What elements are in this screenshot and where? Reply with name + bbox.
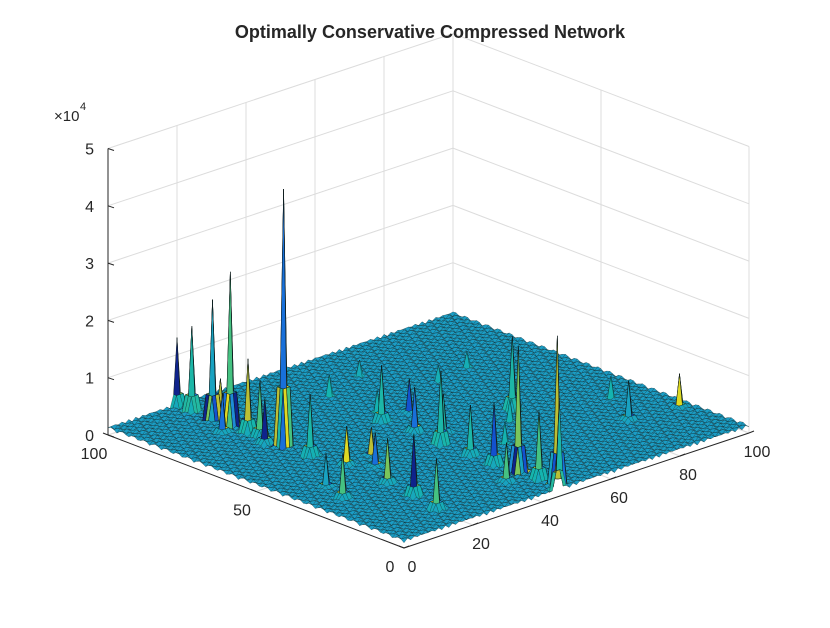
chart-figure: 020406080100050100012345 Optimally Conse… — [0, 0, 830, 623]
surface-chart: 020406080100050100012345 Optimally Conse… — [0, 0, 830, 623]
